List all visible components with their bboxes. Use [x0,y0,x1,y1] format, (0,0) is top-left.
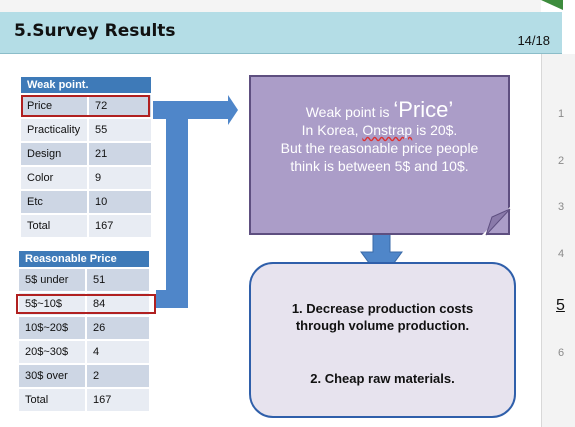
table-row: Design 21 [19,141,153,167]
row-label: 10$~20$ [17,315,87,341]
row-label: Total [17,387,87,413]
row-value: 55 [87,117,153,143]
row-value: 26 [85,315,151,341]
slide-thumbnail-3[interactable]: 3 [558,201,565,213]
slide-thumbnail-panel[interactable] [541,54,575,427]
row-value: 10 [87,189,153,215]
slide-thumbnail-1[interactable]: 1 [558,108,565,120]
solutions-box: 1. Decrease production costs through vol… [249,262,516,418]
callout-line-4: think is between 5$ and 10$. [290,158,469,174]
vertical-arrow-stem [166,110,188,308]
row-label: 20$~30$ [17,339,87,365]
horizontal-arrow-bottom [156,290,188,308]
right-arrow-top [150,95,238,125]
solution-1-line-1: 1. Decrease production costs [291,301,474,316]
weak-point-callout: Weak point is ‘Price’ In Korea, Onstrap … [249,75,510,235]
callout-line-2: In Korea, Onstrap is 20$. [251,121,508,139]
table-row: 10$~20$ 26 [17,315,151,341]
callout-price-emphasis: ‘Price’ [393,97,454,122]
slide-thumbnail-2[interactable]: 2 [558,155,565,167]
callout-brand: Onstrap [362,122,413,138]
weak-point-table: Weak point. Price 72 Practicality 55 Desig… [19,75,153,239]
range-highlight-box [16,294,156,314]
row-value: 21 [87,141,153,167]
callout-line-2-prefix: In Korea, [301,122,363,138]
row-label: Design [19,141,89,167]
row-value: 167 [85,387,151,413]
reasonable-price-table: Reasonable Price 5$ under 51 5$~10$ 84 10$… [17,249,151,413]
row-label: Price [19,93,89,119]
page-number: 14/18 [517,33,550,48]
row-value: 2 [85,363,151,389]
solution-2: 2. Cheap raw materials. [310,371,455,386]
title-bar: 5.Survey Results 14/18 [0,12,562,54]
row-label: Practicality [19,117,89,143]
row-value: 72 [87,93,153,119]
row-value: 9 [87,165,153,191]
price-highlight-box [21,95,150,117]
slide-thumbnail-4[interactable]: 4 [558,248,565,260]
corner-tab [541,0,563,10]
row-label: 5$ under [17,267,87,293]
callout-line-2-suffix: is 20$. [412,122,458,138]
callout-line-1: Weak point is ‘Price’ [251,99,508,121]
row-label: Color [19,165,89,191]
slide-thumbnail-5[interactable]: 5 [556,297,565,314]
table-row: Total 167 [17,387,151,413]
solution-1-line-2: through volume production. [295,318,470,333]
row-label: Etc [19,189,89,215]
table-row: Practicality 55 [19,117,153,143]
table-row: Price 72 [19,93,153,119]
row-label: Total [19,213,89,239]
slide-thumbnail-6[interactable]: 6 [558,347,565,359]
row-value: 51 [85,267,151,293]
slide-title: 5.Survey Results [14,21,176,41]
top-strip [0,0,541,12]
row-value: 4 [85,339,151,365]
table-row: Total 167 [19,213,153,239]
table-row: Color 9 [19,165,153,191]
table-row: 5$ under 51 [17,267,151,293]
table-row: Etc 10 [19,189,153,215]
reasonable-price-header: Reasonable Price [17,249,151,269]
folded-corner [482,207,511,236]
weak-point-header: Weak point. [19,75,153,95]
row-value: 167 [87,213,153,239]
table-row: 20$~30$ 4 [17,339,151,365]
table-row: 30$ over 2 [17,363,151,389]
callout-line-3: But the reasonable price people [280,140,479,156]
row-label: 30$ over [17,363,87,389]
callout-line-1-prefix: Weak point is [305,104,394,120]
solution-1: 1. Decrease production costs through vol… [251,300,514,334]
